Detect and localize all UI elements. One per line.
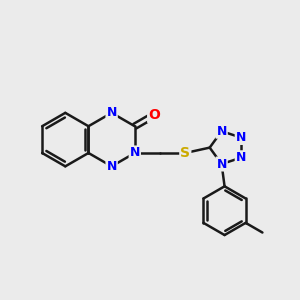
Text: N: N xyxy=(236,131,246,144)
Text: N: N xyxy=(216,158,227,170)
Text: N: N xyxy=(106,106,117,119)
Text: N: N xyxy=(236,151,246,164)
Text: O: O xyxy=(148,108,160,122)
Text: N: N xyxy=(216,125,227,138)
Text: S: S xyxy=(180,146,190,160)
Text: N: N xyxy=(130,146,140,160)
Text: N: N xyxy=(106,160,117,173)
